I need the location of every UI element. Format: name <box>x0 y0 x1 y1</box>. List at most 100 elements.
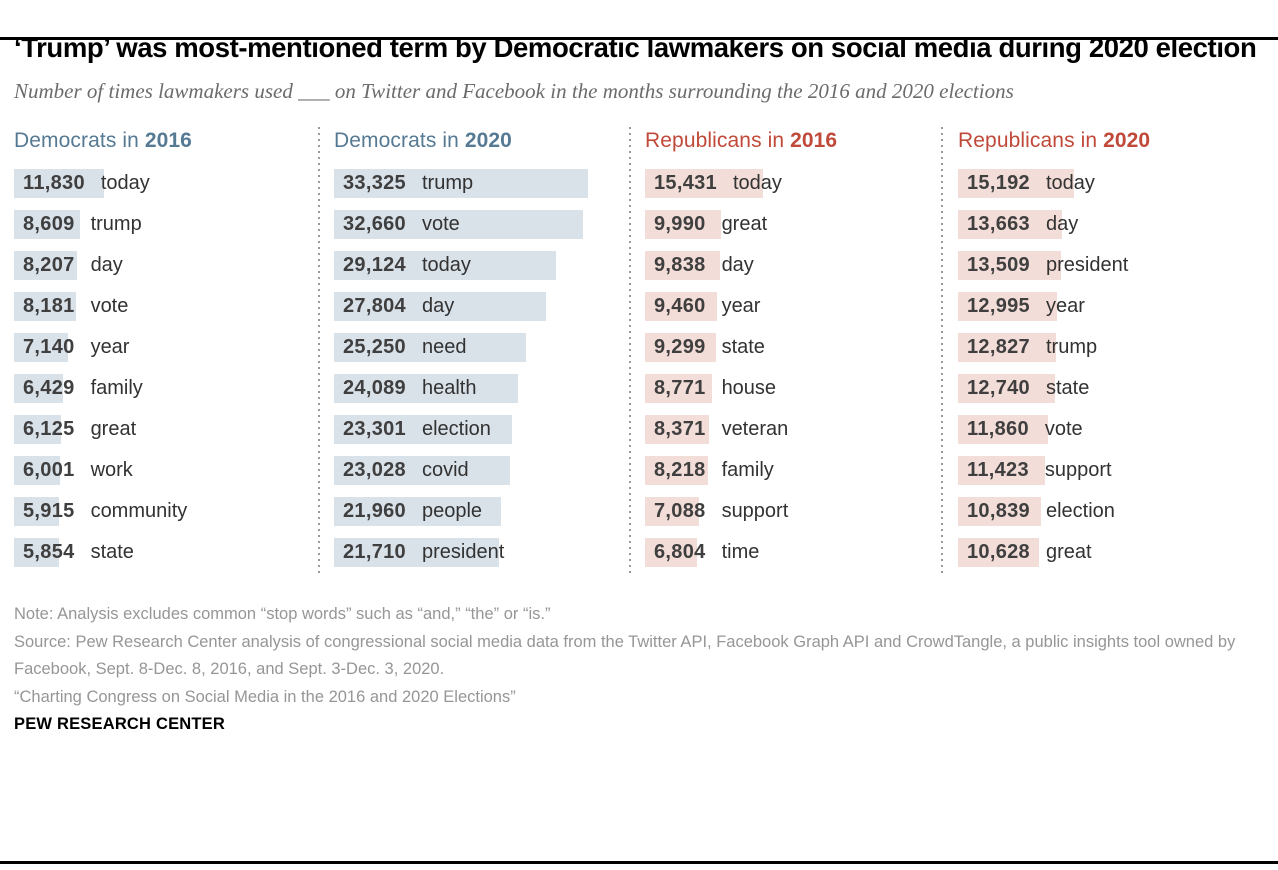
column-header-prefix: Republicans in <box>645 129 791 152</box>
bar-value: 6,429 <box>23 377 75 399</box>
bar-value: 6,125 <box>23 418 75 440</box>
bar-term: vote <box>1044 418 1083 440</box>
bar-value: 6,001 <box>23 459 75 481</box>
bar-term: time <box>721 541 760 563</box>
bar-term: year <box>1045 295 1085 317</box>
bar-row: 6,429 family <box>14 374 316 403</box>
column-header-prefix: Democrats in <box>14 129 145 152</box>
bar <box>645 497 699 526</box>
bar-row: 32,660 vote <box>334 210 636 239</box>
bar <box>958 292 1057 321</box>
bar-value: 7,140 <box>23 336 75 358</box>
bar-value: 10,839 <box>967 500 1030 522</box>
bar-row: 11,860 vote <box>958 415 1260 444</box>
bar <box>645 333 716 362</box>
bar-value: 9,990 <box>654 213 706 235</box>
bar-term: people <box>421 500 483 522</box>
bar-term: today <box>1045 172 1095 194</box>
bar-value: 9,460 <box>654 295 706 317</box>
column-dem-2016: Democrats in 2016 11,830 today 8,609 trump 8,… <box>14 129 316 567</box>
bar-term: veteran <box>721 418 789 440</box>
bar <box>14 497 59 526</box>
bar-row: 6,804 time <box>645 538 947 567</box>
bar-row: 21,960 people <box>334 497 636 526</box>
bar-value: 12,995 <box>967 295 1030 317</box>
bar-term: house <box>721 377 777 399</box>
column-dem-2020: Democrats in 2020 33,325 trump 32,660 vote 29… <box>334 129 636 567</box>
bar-row: 8,609 trump <box>14 210 316 239</box>
bar-term: election <box>1045 500 1115 522</box>
bar-row: 9,299 state <box>645 333 947 362</box>
bar-row: 13,509 president <box>958 251 1260 280</box>
bar <box>645 169 763 198</box>
bar <box>14 538 59 567</box>
column-header-year: 2020 <box>1103 129 1151 152</box>
bar <box>645 456 708 485</box>
bar-row: 11,830 today <box>14 169 316 198</box>
bar-value: 25,250 <box>343 336 406 358</box>
bar-rows: 33,325 trump 32,660 vote 29,124 today 27,804 da… <box>334 169 636 579</box>
bar-value: 15,431 <box>654 172 717 194</box>
bar-row: 23,028 covid <box>334 456 636 485</box>
column-divider <box>629 127 631 575</box>
bar <box>14 374 63 403</box>
bar-term: great <box>90 418 137 440</box>
column-header-year: 2016 <box>790 129 838 152</box>
bar <box>14 251 77 280</box>
bar-term: day <box>421 295 455 317</box>
bar <box>645 251 720 280</box>
bar-rows: 11,830 today 8,609 trump 8,207 day 8,181 vote 7,… <box>14 169 316 579</box>
bar-row: 6,125 great <box>14 415 316 444</box>
bar-row: 15,192 today <box>958 169 1260 198</box>
bar-row: 27,804 day <box>334 292 636 321</box>
bar-value: 12,827 <box>967 336 1030 358</box>
bar-value: 7,088 <box>654 500 706 522</box>
bar <box>14 169 104 198</box>
column-header: Democrats in 2016 <box>14 129 316 153</box>
bar-term: support <box>1044 459 1112 481</box>
bar-term: year <box>90 336 130 358</box>
top-divider <box>0 37 1278 40</box>
bar-value: 24,089 <box>343 377 406 399</box>
bar <box>334 333 526 362</box>
bar-value: 32,660 <box>343 213 406 235</box>
bar-term: trump <box>1045 336 1098 358</box>
bar-value: 33,325 <box>343 172 406 194</box>
bar <box>645 374 712 403</box>
bar-row: 12,995 year <box>958 292 1260 321</box>
bar <box>334 374 518 403</box>
bar-term: trump <box>421 172 474 194</box>
bar-value: 12,740 <box>967 377 1030 399</box>
bar <box>334 456 510 485</box>
bar-term: great <box>1045 541 1092 563</box>
bar-term: state <box>721 336 765 358</box>
bar <box>645 415 709 444</box>
column-header-year: 2016 <box>144 129 192 152</box>
note-text: Note: Analysis excludes common “stop wor… <box>14 605 551 623</box>
bar-row: 25,250 need <box>334 333 636 362</box>
column-header-year: 2020 <box>464 129 512 152</box>
bar-value: 9,838 <box>654 254 706 276</box>
column-header: Democrats in 2020 <box>334 129 636 153</box>
column-divider <box>941 127 943 575</box>
bar-row: 9,838 day <box>645 251 947 280</box>
bar <box>958 210 1062 239</box>
bar <box>334 169 588 198</box>
bar-value: 8,207 <box>23 254 75 276</box>
bar-term: community <box>90 500 188 522</box>
bar <box>14 415 61 444</box>
bar <box>958 374 1055 403</box>
bar-term: covid <box>421 459 469 481</box>
source-text: Source: Pew Research Center analysis of … <box>14 632 1236 679</box>
column-rep-2020: Republicans in 2020 15,192 today 13,663 day 1… <box>958 129 1260 567</box>
bar-row: 10,839 election <box>958 497 1260 526</box>
bar-row: 9,990 great <box>645 210 947 239</box>
bar-row: 13,663 day <box>958 210 1260 239</box>
bar-term: state <box>1045 377 1090 399</box>
bar-value: 21,960 <box>343 500 406 522</box>
bar-term: day <box>90 254 123 276</box>
bar-value: 11,830 <box>23 172 85 194</box>
bar-term: vote <box>90 295 129 317</box>
brand-name: PEW RESEARCH CENTER <box>14 715 225 733</box>
bar-value: 23,028 <box>343 459 406 481</box>
